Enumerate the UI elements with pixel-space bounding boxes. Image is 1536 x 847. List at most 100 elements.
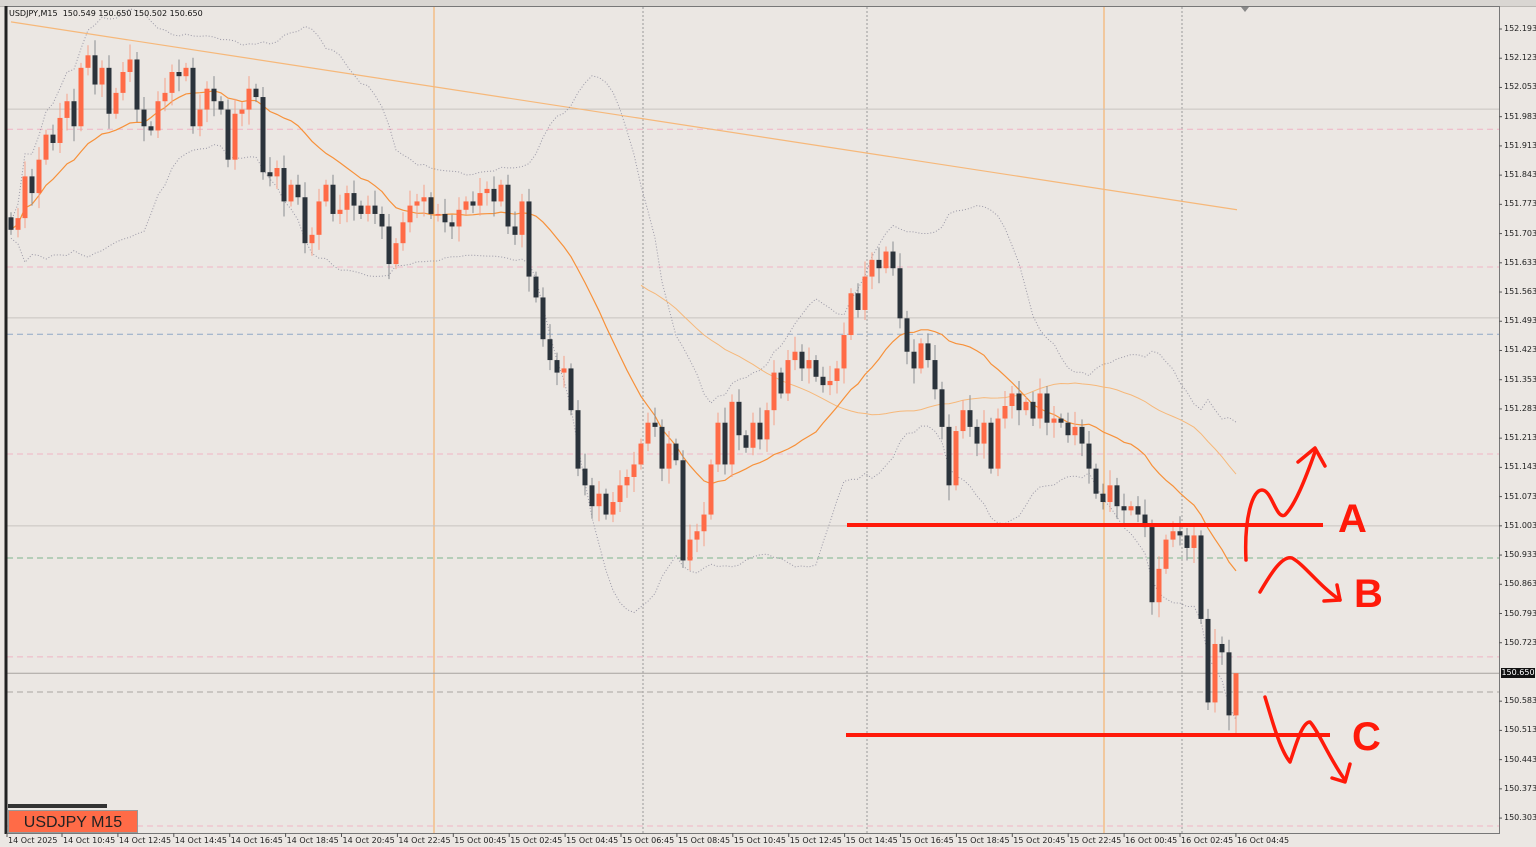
candle-body <box>722 422 728 465</box>
bearish-candle <box>211 76 217 117</box>
bearish-candle <box>533 271 539 303</box>
candle-body <box>1212 643 1218 703</box>
bullish-candle <box>869 252 875 290</box>
bullish-candle <box>316 188 322 250</box>
bearish-candle <box>8 212 14 235</box>
bullish-candle <box>862 261 868 320</box>
bullish-candle <box>162 77 168 112</box>
bearish-candle <box>92 40 98 95</box>
candle-body <box>358 205 364 214</box>
candle-body <box>337 209 343 214</box>
bearish-candle <box>904 310 910 365</box>
candle-body <box>477 193 483 206</box>
time-tick-label: 15 Oct 20:45 <box>1013 836 1066 845</box>
candle-body <box>1009 393 1015 407</box>
time-tick-label: 15 Oct 12:45 <box>789 836 842 845</box>
bearish-candle <box>736 389 742 451</box>
candle-body <box>22 176 28 219</box>
bullish-candle <box>498 179 504 207</box>
bearish-candle <box>925 333 931 368</box>
time-tick-label: 14 Oct 10:45 <box>63 836 116 845</box>
bullish-candle <box>99 60 105 98</box>
candle-body <box>225 109 231 160</box>
bullish-candle <box>827 365 833 396</box>
bearish-candle <box>1044 385 1050 436</box>
bearish-candle <box>491 176 497 217</box>
candle-body <box>141 109 147 127</box>
candle-body <box>1086 443 1092 469</box>
bearish-candle <box>1100 483 1106 510</box>
bullish-candle <box>15 208 21 238</box>
bearish-candle <box>946 414 952 501</box>
candle-body <box>134 59 140 110</box>
bearish-candle <box>813 355 819 382</box>
time-tick-label: 15 Oct 08:45 <box>677 836 731 845</box>
candle-body <box>211 88 217 102</box>
bearish-candle <box>372 190 378 224</box>
candle-body <box>99 67 105 85</box>
price-tick-label: 150.863 <box>1504 579 1536 589</box>
bearish-candle <box>302 182 308 254</box>
bullish-candle <box>1051 406 1057 438</box>
bearish-candle <box>470 191 476 214</box>
bearish-candle <box>855 283 861 318</box>
time-tick-label: 15 Oct 22:45 <box>1069 836 1122 845</box>
time-tick-label: 15 Oct 00:45 <box>454 836 507 845</box>
bearish-candle <box>1226 639 1232 731</box>
candle-body <box>729 401 735 465</box>
price-tick-label: 151.423 <box>1504 345 1536 355</box>
bearish-candle <box>1079 419 1085 457</box>
candle-body <box>428 197 434 214</box>
bollinger-upper <box>10 8 1237 423</box>
bearish-candle <box>71 88 77 142</box>
candle-body <box>190 67 196 127</box>
arrow-a-path <box>1243 450 1317 562</box>
price-tick-label: 150.583 <box>1504 696 1536 706</box>
arrow-b-head <box>1322 583 1342 603</box>
candle-body <box>386 226 392 265</box>
bearish-candle <box>603 488 609 520</box>
annotation-c: C <box>1352 715 1381 759</box>
candle-body <box>1044 393 1050 423</box>
price-tick-label: 151.213 <box>1504 433 1536 443</box>
bearish-candle <box>757 407 763 450</box>
candle-body <box>1051 418 1057 423</box>
bullish-candle <box>1191 522 1197 563</box>
bullish-candle <box>764 402 770 452</box>
time-tick-label: 14 Oct 18:45 <box>286 836 339 845</box>
bearish-candle <box>225 99 231 168</box>
candle-body <box>407 205 413 223</box>
chart-shift-marker-icon <box>1241 7 1249 12</box>
bearish-candle <box>554 352 560 386</box>
candle-body <box>1177 531 1183 536</box>
bearish-candle <box>295 174 301 205</box>
price-tick-label: 150.373 <box>1504 783 1536 793</box>
symbol-label: USDJPY M15 <box>8 810 138 833</box>
bullish-candle <box>848 288 854 341</box>
bearish-candle <box>281 155 287 217</box>
candle-body <box>365 205 371 214</box>
candle-body <box>1023 401 1029 411</box>
bearish-candle <box>1177 516 1183 546</box>
bullish-candle <box>57 102 63 153</box>
candle-body <box>617 485 623 503</box>
time-tick-label: 15 Oct 06:45 <box>622 836 675 845</box>
time-tick-label: 15 Oct 02:45 <box>510 836 563 845</box>
price-tick-label: 151.703 <box>1504 228 1536 238</box>
bearish-candle <box>911 339 917 384</box>
candle-body <box>1163 539 1169 569</box>
candle-body <box>981 422 987 444</box>
bullish-candle <box>519 193 525 248</box>
candle-body <box>330 184 336 214</box>
candle-body <box>834 368 840 381</box>
ohlc-readout: 150.549 150.650 150.502 150.650 <box>62 9 203 18</box>
candle-body <box>1135 506 1141 515</box>
candle-body <box>876 259 882 269</box>
candle-body <box>862 276 868 310</box>
time-tick-label: 14 Oct 20:45 <box>342 836 395 845</box>
chart-header: USDJPY,M15 150.549 150.650 150.502 150.6… <box>9 9 203 18</box>
bearish-candle <box>1016 380 1022 426</box>
bullish-candle <box>274 160 280 189</box>
candle-body <box>736 401 742 436</box>
